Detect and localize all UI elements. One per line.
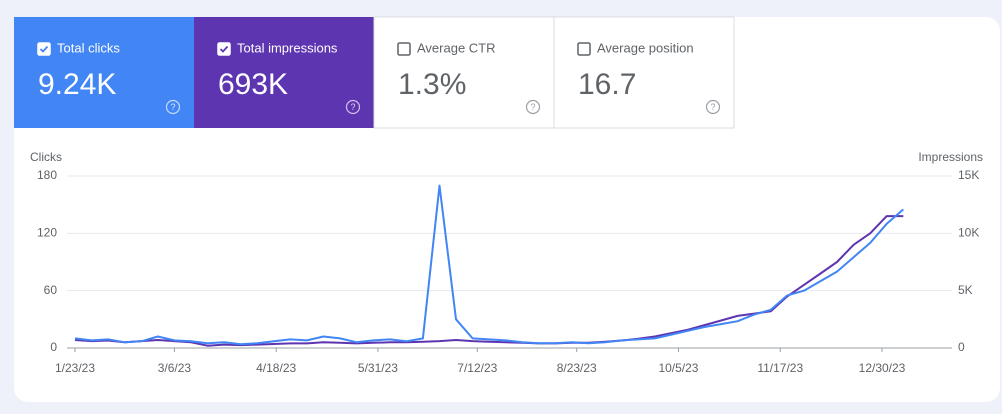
- y-tick-label: 0: [50, 340, 57, 354]
- card-label: Average position: [597, 40, 694, 55]
- metric-card[interactable]: Average CTR 1.3%?: [373, 16, 555, 129]
- metric-card[interactable]: Total clicks 9.24K?: [14, 17, 194, 128]
- help-glyph: ?: [170, 102, 175, 112]
- card-value: 16.7: [578, 68, 636, 101]
- card-label: Total clicks: [57, 40, 120, 55]
- help-icon[interactable]: [525, 99, 541, 115]
- y2-tick-label: 10K: [958, 226, 979, 240]
- x-tick-label: 1/23/23: [55, 361, 95, 375]
- x-tick-label: 7/12/23: [457, 361, 497, 375]
- y-tick-label: 60: [44, 283, 58, 297]
- card-label: Total impressions: [237, 40, 338, 55]
- help-icon[interactable]: [345, 99, 361, 115]
- card-bg: [194, 17, 374, 128]
- checkbox[interactable]: [577, 42, 591, 56]
- checkbox[interactable]: [37, 42, 51, 56]
- check-mark: [39, 45, 49, 53]
- checkbox[interactable]: [397, 42, 411, 56]
- x-tick-label: 4/18/23: [256, 361, 296, 375]
- card-bg: [553, 16, 735, 129]
- x-tick-label: 8/23/23: [557, 361, 597, 375]
- y2-tick-label: 5K: [958, 283, 973, 297]
- metric-card[interactable]: Total impressions 693K?: [194, 17, 374, 128]
- card-bg: [14, 17, 194, 128]
- card-bg: [373, 16, 555, 129]
- card-value: 9.24K: [38, 68, 116, 101]
- help-glyph: ?: [530, 102, 535, 112]
- card-label: Average CTR: [417, 40, 496, 55]
- checkbox[interactable]: [217, 42, 231, 56]
- help-glyph: ?: [710, 102, 715, 112]
- x-tick-label: 10/5/23: [658, 361, 698, 375]
- y2-axis-title: Impressions: [918, 150, 983, 164]
- card-value: 1.3%: [398, 68, 466, 101]
- y-tick-label: 180: [37, 168, 57, 182]
- x-tick-label: 12/30/23: [859, 361, 906, 375]
- x-tick-label: 5/31/23: [358, 361, 398, 375]
- x-tick-label: 3/6/23: [158, 361, 192, 375]
- metric-card[interactable]: Average position 16.7?: [553, 16, 735, 129]
- help-icon[interactable]: [165, 99, 181, 115]
- y2-tick-label: 15K: [958, 168, 979, 182]
- help-glyph: ?: [350, 102, 355, 112]
- check-mark: [219, 45, 229, 53]
- x-tick-label: 11/17/23: [757, 361, 803, 375]
- y-axis-title: Clicks: [30, 150, 62, 164]
- series-line: [74, 184, 904, 346]
- y2-tick-label: 0: [958, 340, 965, 354]
- y-tick-label: 120: [37, 226, 57, 240]
- help-icon[interactable]: [705, 99, 721, 115]
- card-value: 693K: [218, 68, 288, 101]
